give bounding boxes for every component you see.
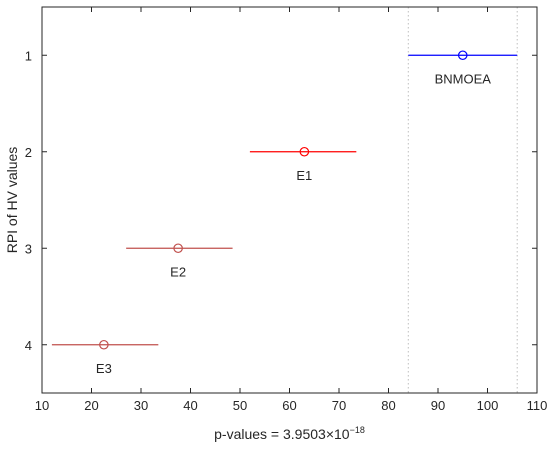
y-tick-label: 1 <box>25 48 32 63</box>
labels-layer: BNMOEA E1 E2 E3 p-values = 3.9503×10−18 RPI o… <box>4 71 491 442</box>
y-tick-label: 3 <box>25 241 32 256</box>
mean-marker-bnmoea <box>457 50 468 61</box>
x-tick-label: 100 <box>477 398 499 413</box>
reference-lines-layer <box>407 7 518 393</box>
series-label-e1: E1 <box>296 168 312 183</box>
mean-marker-e3 <box>99 339 109 350</box>
x-tick-label: 70 <box>332 398 346 413</box>
x-axis-label: p-values = 3.9503×10−18 <box>214 425 365 442</box>
x-tick-label: 90 <box>431 398 445 413</box>
y-tick-label: 4 <box>25 338 32 353</box>
mean-marker-e1 <box>299 146 310 157</box>
series-label-e3: E3 <box>96 361 112 376</box>
y-axis-label: RPI of HV values <box>4 147 20 254</box>
axes-layer: 10 20 30 40 50 60 70 80 90 100 110 1 2 3 4 <box>25 6 548 413</box>
x-tick-label: 80 <box>381 398 395 413</box>
plot-frame <box>41 6 538 394</box>
series-label-bnmoea: BNMOEA <box>435 71 492 86</box>
x-tick-label: 60 <box>282 398 296 413</box>
x-tick-label: 110 <box>527 398 548 413</box>
y-tick-label: 2 <box>25 145 32 160</box>
x-tick-label: 40 <box>183 398 197 413</box>
series-label-e2: E2 <box>170 264 186 279</box>
mean-marker-e2 <box>173 243 183 254</box>
marks-layer <box>51 50 518 350</box>
x-tick-label: 20 <box>84 398 98 413</box>
x-tick-label: 50 <box>233 398 247 413</box>
x-tick-label: 10 <box>35 398 49 413</box>
x-tick-label: 30 <box>134 398 148 413</box>
